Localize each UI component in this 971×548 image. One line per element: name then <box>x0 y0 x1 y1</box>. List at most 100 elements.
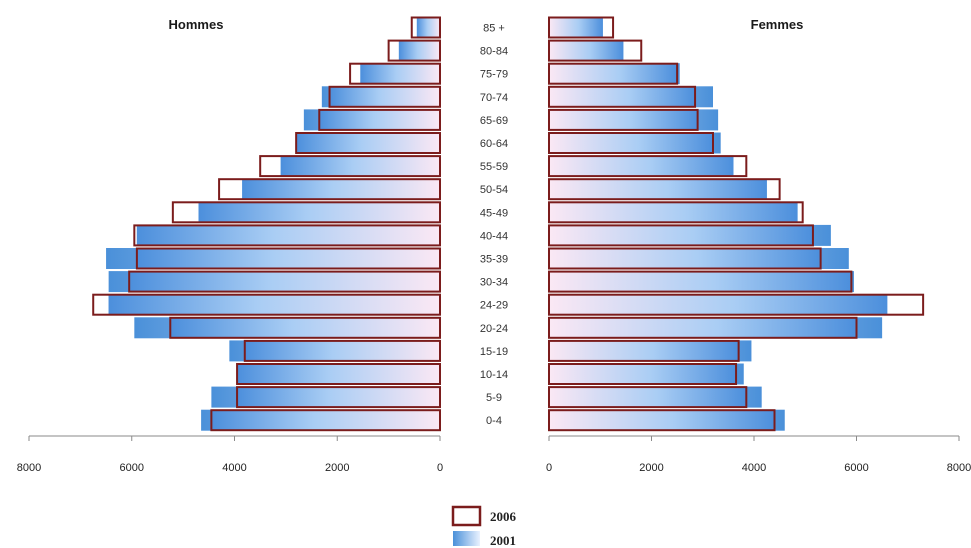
bar-femmes-2006-outline-80-84 <box>548 39 643 62</box>
legend-2001-swatch <box>453 531 480 546</box>
bar-hommes-2006-fill-24-29 <box>108 294 440 316</box>
bar-femmes-2006-outline-24-29 <box>548 293 925 316</box>
femmes-tick-label-0: 0 <box>546 462 552 474</box>
legend: 2006 2001 <box>451 505 517 548</box>
bar-femmes-2006-fill-60-64 <box>549 132 713 154</box>
bar-femmes-2006-fill-80-84 <box>549 40 624 62</box>
bar-femmes-2006-fill-55-59 <box>549 155 734 177</box>
bar-femmes-2006-fill-45-49 <box>549 201 798 223</box>
bar-hommes-2006-outline-40-44 <box>133 224 441 247</box>
bar-femmes-2006-fill-20-24 <box>549 317 857 339</box>
bar-femmes-2006-outline-15-19 <box>548 339 740 362</box>
bar-femmes-2006-fill-35-39 <box>549 248 821 269</box>
age-label-60-64: 60-64 <box>480 138 508 150</box>
bar-hommes-2006-outline-55-59 <box>259 155 441 178</box>
bar-hommes-2006-outline-30-34 <box>128 270 441 293</box>
bar-hommes-2006-fill-60-64 <box>296 132 440 154</box>
age-label-50-54: 50-54 <box>480 184 508 196</box>
legend-2001-label: 2001 <box>490 533 516 548</box>
bar-hommes-2006-fill-65-69 <box>319 109 440 131</box>
bar-femmes-2006-fill-15-19 <box>549 340 739 362</box>
legend-2006-label: 2006 <box>490 509 517 524</box>
bar-hommes-2006-outline-60-64 <box>295 132 441 154</box>
bar-hommes-2006-fill-45-49 <box>198 201 440 223</box>
bar-hommes-2006-outline-45-49 <box>171 201 441 224</box>
women-axis-ticks: 0 2000 4000 6000 8000 <box>546 436 971 474</box>
bar-femmes-2006-fill-70-74 <box>549 86 696 108</box>
bar-hommes-2006-fill-80-84 <box>398 40 440 62</box>
bar-femmes-2006-outline-85-plus <box>548 16 615 39</box>
hommes-tick-label-2000: 2000 <box>325 462 349 474</box>
bar-hommes-2006-fill-50-54 <box>242 178 440 200</box>
bar-hommes-2006-fill-10-14 <box>237 363 440 385</box>
bar-femmes-2006-fill-0-4 <box>549 409 775 431</box>
bar-hommes-2006-outline-24-29 <box>92 293 441 316</box>
bar-femmes-2006-fill-40-44 <box>549 224 813 246</box>
bar-femmes-2006-outline-75-79 <box>548 62 679 85</box>
bar-femmes-2006-fill-24-29 <box>549 294 888 316</box>
bar-femmes-2006-outline-45-49 <box>548 201 804 224</box>
age-group-labels: 85 + 80-84 75-79 70-74 65-69 60-64 55-59 50-54 4… <box>480 23 508 428</box>
bar-femmes-2006-outline-20-24 <box>548 316 858 339</box>
bar-hommes-2006-outline-15-19 <box>243 339 441 362</box>
age-label-0-4: 0-4 <box>486 415 502 427</box>
bar-femmes-2006-fill-30-34 <box>549 271 852 293</box>
hommes-tick-label-4000: 4000 <box>222 462 246 474</box>
bar-hommes-2006-fill-20-24 <box>170 317 440 339</box>
bar-hommes-2006-outline-50-54 <box>218 178 441 201</box>
age-label-85-plus: 85 + <box>483 23 505 35</box>
femmes-tick-label-2000: 2000 <box>639 462 663 474</box>
bar-hommes-2006-fill-5-9 <box>237 386 440 408</box>
women-bars <box>548 16 925 432</box>
bar-femmes-2006-outline-65-69 <box>548 108 699 131</box>
women-panel-title: Femmes <box>751 17 804 32</box>
bar-femmes-2006-outline-35-39 <box>548 247 822 270</box>
bar-femmes-2006-outline-55-59 <box>548 155 748 178</box>
bar-hommes-2006-outline-70-74 <box>328 85 442 108</box>
age-label-20-24: 20-24 <box>480 323 508 335</box>
bar-hommes-2006-fill-0-4 <box>211 409 440 431</box>
bar-femmes-2006-fill-50-54 <box>549 178 767 200</box>
age-label-40-44: 40-44 <box>480 230 508 242</box>
bar-femmes-2006-outline-30-34 <box>548 270 853 293</box>
age-label-80-84: 80-84 <box>480 46 508 58</box>
age-label-65-69: 65-69 <box>480 115 508 127</box>
bar-hommes-2006-outline-5-9 <box>236 386 441 409</box>
bar-femmes-2006-outline-5-9 <box>548 386 748 409</box>
bar-femmes-2006-outline-60-64 <box>548 132 714 154</box>
femmes-tick-label-4000: 4000 <box>742 462 766 474</box>
age-label-15-19: 15-19 <box>480 346 508 358</box>
femmes-tick-label-6000: 6000 <box>844 462 868 474</box>
femmes-tick-label-8000: 8000 <box>947 462 971 474</box>
bar-femmes-2006-fill-75-79 <box>549 63 678 85</box>
bar-hommes-2006-fill-40-44 <box>136 224 440 246</box>
bar-hommes-2006-outline-75-79 <box>349 62 441 85</box>
bar-femmes-2006-outline-70-74 <box>548 85 697 108</box>
bar-hommes-2006-fill-30-34 <box>129 271 440 293</box>
hommes-tick-label-0: 0 <box>437 462 443 474</box>
legend-2006-swatch <box>451 505 482 527</box>
bar-femmes-2006-outline-10-14 <box>548 363 738 385</box>
bar-hommes-2006-fill-15-19 <box>244 340 440 362</box>
bar-hommes-2006-outline-80-84 <box>387 39 441 62</box>
bar-hommes-2006-outline-65-69 <box>318 108 441 131</box>
age-label-75-79: 75-79 <box>480 69 508 81</box>
bar-hommes-2006-outline-10-14 <box>236 363 441 385</box>
age-label-35-39: 35-39 <box>480 254 508 266</box>
bar-hommes-2006-outline-20-24 <box>169 316 441 339</box>
bar-femmes-2006-fill-5-9 <box>549 386 747 408</box>
bar-hommes-2006-fill-35-39 <box>136 248 440 269</box>
bar-hommes-2006-outline-0-4 <box>210 409 441 432</box>
hommes-tick-label-6000: 6000 <box>120 462 144 474</box>
age-label-24-29: 24-29 <box>480 300 508 312</box>
bar-femmes-2006-fill-65-69 <box>549 109 698 131</box>
age-label-5-9: 5-9 <box>486 392 502 404</box>
age-label-30-34: 30-34 <box>480 277 508 289</box>
bar-femmes-2006-outline-50-54 <box>548 178 781 201</box>
bar-femmes-2006-outline-40-44 <box>548 224 814 247</box>
bar-hommes-2006-fill-55-59 <box>280 155 440 177</box>
bar-hommes-2006-outline-35-39 <box>135 247 441 270</box>
bar-femmes-2006-outline-0-4 <box>548 409 776 432</box>
bar-femmes-2006-fill-85-plus <box>549 17 603 38</box>
